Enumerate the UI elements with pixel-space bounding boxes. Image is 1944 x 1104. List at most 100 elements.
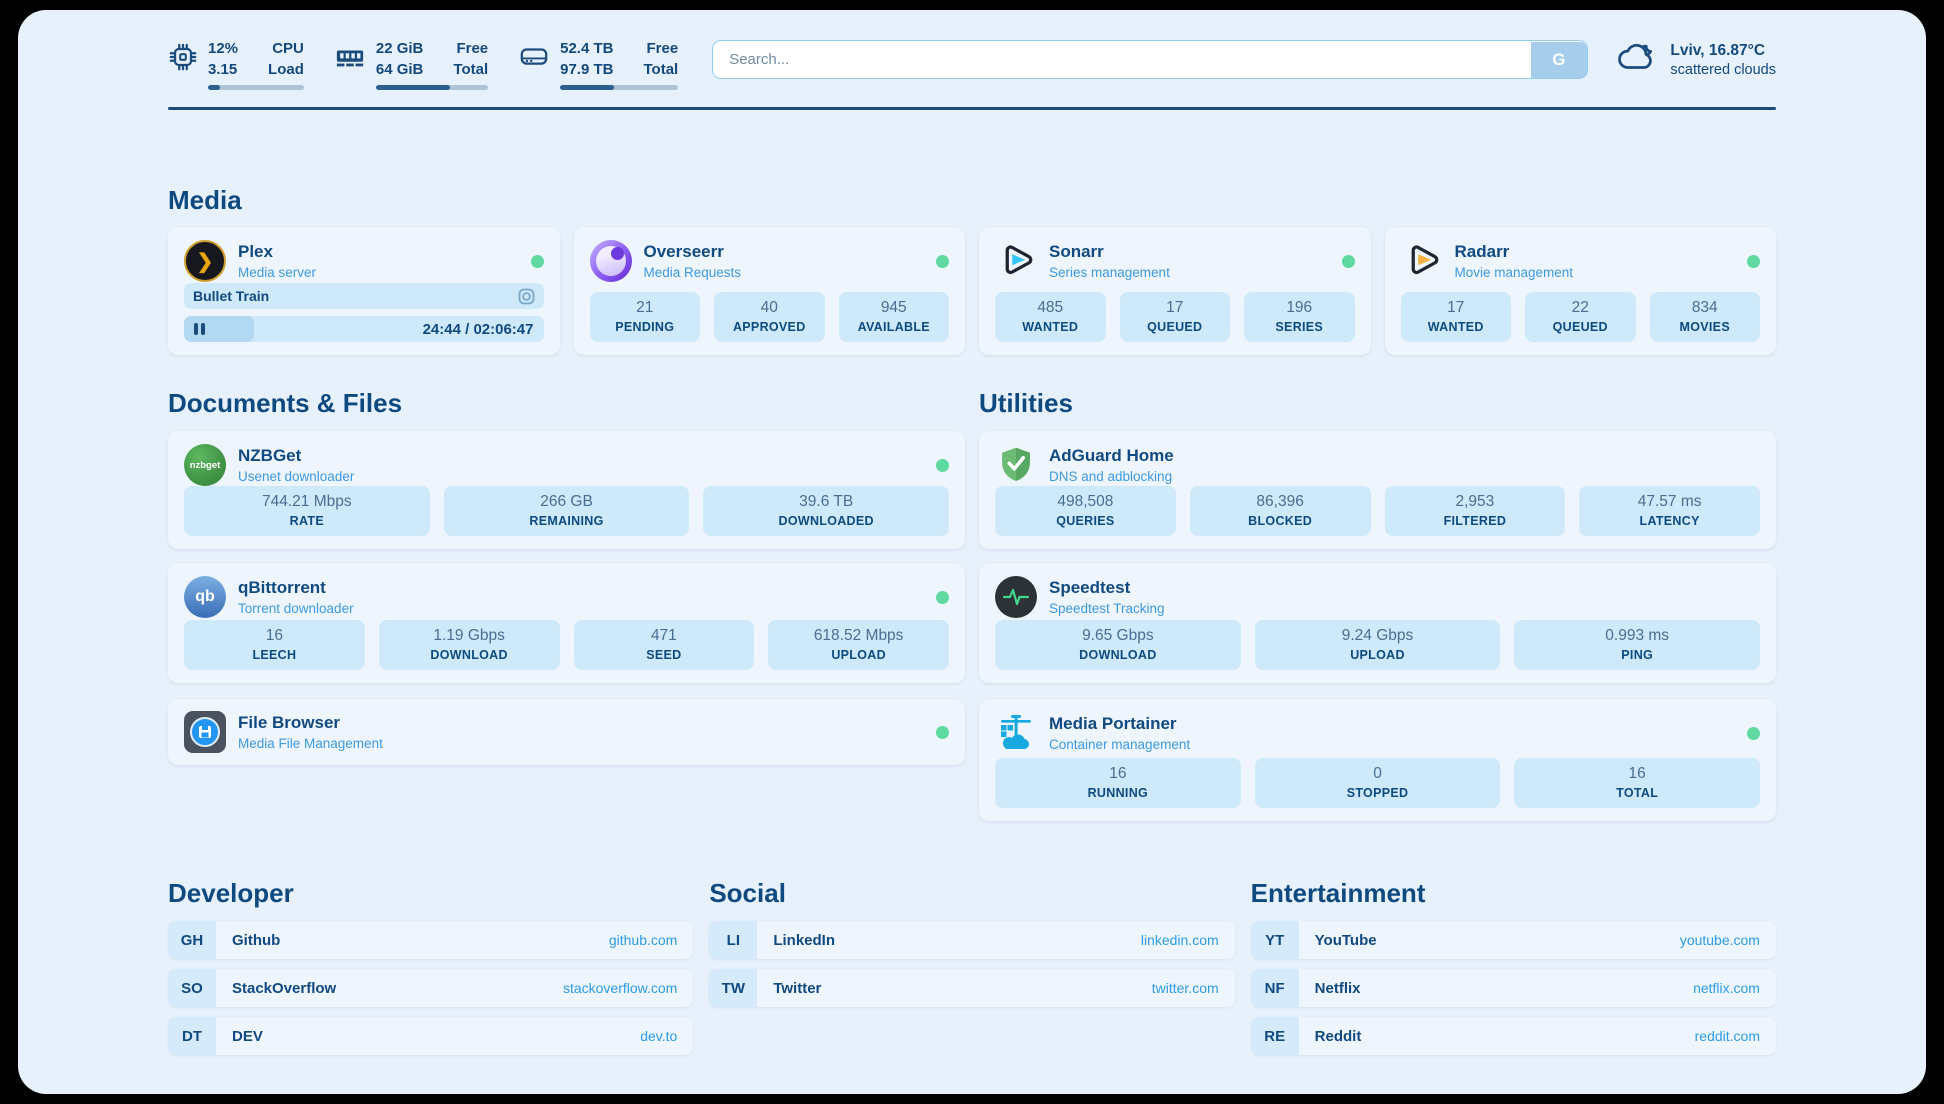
stat-wanted: 17 WANTED — [1400, 292, 1511, 343]
bookmark-url[interactable]: youtube.com — [1679, 932, 1760, 949]
pause-icon[interactable] — [194, 323, 205, 336]
bookmark-name: Netflix — [1314, 979, 1361, 997]
app-subtitle: Media server — [238, 265, 317, 281]
status-dot — [530, 254, 544, 268]
now-playing-title: Bullet Train — [193, 288, 270, 305]
status-dot — [936, 590, 949, 604]
app-card-adguard-home[interactable]: AdGuard Home DNS and adblocking 498,508 … — [979, 431, 1776, 550]
stat-upload: 9.24 Gbps UPLOAD — [1254, 620, 1501, 671]
bookmark-netflix[interactable]: NF Netflix netflix.com — [1250, 969, 1776, 1008]
disk-progress-bar — [560, 85, 679, 90]
stat-value: 17 — [1447, 299, 1465, 317]
bookmark-name: YouTube — [1314, 931, 1377, 949]
cpu-load-label: Load — [268, 61, 304, 78]
header-divider — [168, 107, 1776, 110]
stat-queued: 17 QUEUED — [1119, 292, 1230, 343]
stat-value: 196 — [1286, 299, 1313, 317]
bookmark-url[interactable]: dev.to — [640, 1028, 678, 1045]
bookmark-name: Reddit — [1314, 1027, 1362, 1045]
bookmark-github[interactable]: GH Github github.com — [168, 921, 694, 960]
app-card-sonarr[interactable]: Sonarr Series management 485 WANTED 17 Q… — [979, 227, 1371, 356]
stat-label: AVAILABLE — [857, 320, 930, 335]
stat-value: 0 — [1373, 765, 1382, 783]
bookmark-url[interactable]: github.com — [608, 932, 678, 949]
stat-series: 196 SERIES — [1244, 292, 1355, 343]
stat-wanted: 485 WANTED — [995, 292, 1106, 343]
cpu-label: CPU — [272, 40, 304, 57]
app-card-qbittorrent[interactable]: qb qBittorrent Torrent downloader 16 — [168, 563, 965, 684]
bookmark-youtube[interactable]: YT YouTube youtube.com — [1250, 921, 1776, 960]
bookmark-name: StackOverflow — [232, 979, 337, 997]
stat-label: PING — [1621, 648, 1654, 663]
stat-label: QUERIES — [1056, 514, 1115, 529]
stat-label: SEED — [646, 648, 682, 663]
app-name[interactable]: qBittorrent — [238, 578, 326, 598]
app-name[interactable]: AdGuard Home — [1049, 446, 1174, 466]
status-dot — [936, 725, 949, 739]
app-name[interactable]: Speedtest — [1049, 578, 1131, 598]
memory-total-value: 64 GiB — [375, 61, 424, 78]
app-name[interactable]: Media Portainer — [1049, 714, 1177, 734]
app-name[interactable]: Plex — [238, 242, 273, 262]
stat-pending: 21 PENDING — [589, 292, 700, 343]
stat-upload: 618.52 Mbps UPLOAD — [768, 620, 949, 671]
stat-remaining: 266 GB REMAINING — [443, 486, 690, 537]
app-name[interactable]: File Browser — [238, 713, 341, 733]
stat-value: 744.21 Mbps — [262, 493, 352, 511]
stat-label: QUEUED — [1147, 320, 1203, 335]
bookmark-url[interactable]: twitter.com — [1151, 980, 1219, 997]
stat-label: DOWNLOAD — [430, 648, 508, 663]
stat-running: 16 RUNNING — [995, 758, 1241, 809]
file-browser-icon — [184, 711, 226, 754]
section-title-utilities: Utilities — [979, 388, 1073, 419]
bookmark-url[interactable]: reddit.com — [1694, 1028, 1760, 1045]
bookmark-url[interactable]: stackoverflow.com — [562, 980, 678, 997]
app-subtitle: Series management — [1049, 265, 1170, 281]
stat-queued: 22 QUEUED — [1525, 292, 1636, 343]
stat-leech: 16 LEECH — [184, 620, 365, 671]
stat-latency: 47.57 ms LATENCY — [1579, 486, 1760, 537]
app-name[interactable]: NZBGet — [238, 446, 302, 466]
app-card-speedtest[interactable]: Speedtest Speedtest Tracking 9.65 Gbps D… — [979, 563, 1776, 684]
app-name[interactable]: Sonarr — [1049, 242, 1104, 262]
bookmark-stackoverflow[interactable]: SO StackOverflow stackoverflow.com — [168, 969, 694, 1008]
speedtest-icon — [995, 576, 1037, 619]
stat-label: DOWNLOADED — [778, 514, 874, 529]
app-card-plex[interactable]: ❯ Plex Media server Bullet Train — [168, 227, 560, 356]
stat-label: WANTED — [1427, 320, 1484, 335]
cpu-percent: 12% — [208, 40, 239, 57]
search-input[interactable] — [712, 40, 1589, 79]
app-name[interactable]: Overseerr — [643, 242, 724, 262]
disk-icon — [518, 38, 550, 77]
app-card-radarr[interactable]: Radarr Movie management 17 WANTED 22 QUE… — [1384, 227, 1776, 356]
bookmark-url[interactable]: linkedin.com — [1140, 932, 1219, 949]
app-name[interactable]: Radarr — [1454, 242, 1510, 262]
disk-widget: 52.4 TB 97.9 TB Free Total — [518, 38, 679, 90]
app-subtitle: Container management — [1049, 737, 1191, 753]
search-engine-button[interactable]: G — [1530, 41, 1587, 78]
weather-location-temp: Lviv, 16.87°C — [1670, 41, 1766, 59]
bookmark-badge: RE — [1250, 1017, 1299, 1056]
stat-available: 945 AVAILABLE — [838, 292, 949, 343]
status-dot — [1747, 254, 1760, 268]
bookmark-linkedin[interactable]: LI LinkedIn linkedin.com — [709, 921, 1235, 960]
app-card-media-portainer[interactable]: Media Portainer Container management 16 … — [979, 699, 1776, 822]
stat-seed: 471 SEED — [573, 620, 755, 671]
bookmark-twitter[interactable]: TW Twitter twitter.com — [709, 969, 1235, 1008]
bookmark-url[interactable]: netflix.com — [1693, 980, 1760, 997]
now-playing-row: Bullet Train — [184, 283, 544, 310]
app-card-overseerr[interactable]: Overseerr Media Requests 21 PENDING 40 A… — [573, 227, 965, 356]
bookmark-reddit[interactable]: RE Reddit reddit.com — [1250, 1017, 1776, 1056]
app-card-nzbget[interactable]: nzbget NZBGet Usenet downloader 744.21 M… — [168, 431, 965, 550]
weather-condition: scattered clouds — [1670, 61, 1776, 78]
bookmark-name: Twitter — [773, 979, 822, 997]
bookmark-dev[interactable]: DT DEV dev.to — [168, 1017, 694, 1056]
app-subtitle: Torrent downloader — [238, 601, 354, 617]
stat-label: APPROVED — [732, 320, 806, 335]
playback-progress-bar: 24:44 / 02:06:47 — [184, 316, 544, 343]
cloud-icon — [1616, 40, 1658, 79]
stat-value: 9.24 Gbps — [1341, 627, 1414, 645]
stat-queries: 498,508 QUERIES — [995, 486, 1176, 537]
plex-icon: ❯ — [184, 240, 226, 283]
app-card-file-browser[interactable]: File Browser Media File Management — [168, 699, 965, 766]
